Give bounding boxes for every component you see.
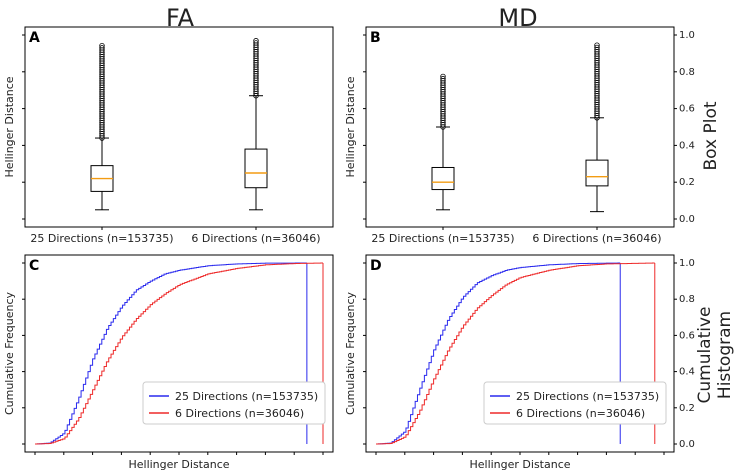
column-title-md: MD bbox=[498, 4, 537, 32]
box-iqr bbox=[244, 148, 268, 189]
y-tick-label: 0.4 bbox=[679, 367, 695, 378]
outlier-point bbox=[99, 45, 105, 51]
outlier-point bbox=[253, 40, 259, 46]
category-label: 25 Directions (n=153735) bbox=[30, 232, 173, 245]
panel-letter: D bbox=[370, 258, 382, 274]
panel-letter: A bbox=[29, 30, 40, 46]
y-tick-label: 0.6 bbox=[679, 330, 695, 341]
x-axis-label: Hellinger Distance bbox=[469, 458, 570, 471]
outlier-point bbox=[253, 38, 259, 44]
category-label: 25 Directions (n=153735) bbox=[371, 232, 514, 245]
cdf-series-red bbox=[376, 262, 656, 445]
cdf-series-blue bbox=[35, 262, 308, 445]
y-tick-label: 0.4 bbox=[679, 140, 695, 151]
y-axis-label: Cumulative Frequency bbox=[3, 291, 16, 415]
legend-box bbox=[483, 381, 667, 425]
panel-a: A Hellinger Distance 25 Directions (n=1537… bbox=[3, 26, 334, 245]
column-title-fa: FA bbox=[166, 4, 195, 32]
row-label-box-plot: Box Plot bbox=[701, 101, 721, 170]
y-axis-label: Cumulative Frequency bbox=[344, 291, 357, 415]
cdf-series-red bbox=[35, 262, 324, 445]
cdf-series-blue bbox=[376, 262, 621, 445]
outlier-point bbox=[440, 73, 446, 80]
y-tick-label: 0.0 bbox=[679, 439, 695, 450]
y-tick-label: 0.8 bbox=[679, 67, 695, 78]
legend-label: 6 Directions (n=36046) bbox=[175, 407, 304, 420]
row-label-cumulative: Cumulative bbox=[695, 306, 715, 403]
y-tick-label: 0.6 bbox=[679, 104, 695, 115]
y-tick-label: 0.0 bbox=[679, 214, 695, 225]
legend-label: 25 Directions (n=153735) bbox=[516, 390, 659, 403]
panel-c: C Cumulative Frequency Hellinger Distance 2… bbox=[3, 254, 334, 471]
y-tick-label: 0.2 bbox=[679, 403, 695, 414]
panel-letter: C bbox=[29, 258, 39, 274]
category-label: 6 Directions (n=36046) bbox=[191, 232, 320, 245]
plot-frame bbox=[24, 26, 334, 228]
panel-d: D Cumulative Frequency 0.0 0.2 0.4 0.6 0.8 1.0 H… bbox=[344, 254, 695, 471]
legend-label: 6 Directions (n=36046) bbox=[516, 407, 645, 420]
x-axis-label: Hellinger Distance bbox=[128, 458, 229, 471]
plot-frame bbox=[365, 26, 675, 228]
panel-b: B Hellinger Distance 0.0 0.2 0.4 0.6 0.8 1.0 25 … bbox=[344, 26, 695, 245]
category-label: 6 Directions (n=36046) bbox=[532, 232, 661, 245]
outlier-point bbox=[594, 44, 600, 51]
y-tick-label: 0.8 bbox=[679, 294, 695, 305]
y-axis-label: Hellinger Distance bbox=[3, 76, 16, 177]
y-tick-label: 1.0 bbox=[679, 258, 695, 269]
box-iqr bbox=[585, 159, 609, 187]
outlier-point bbox=[440, 75, 446, 82]
outlier-point bbox=[99, 42, 105, 49]
y-axis-label: Hellinger Distance bbox=[344, 76, 357, 177]
legend-box bbox=[142, 381, 326, 425]
panels: A Hellinger Distance 25 Directions (n=1537… bbox=[3, 26, 695, 471]
outlier-point bbox=[594, 42, 600, 48]
y-tick-label: 1.0 bbox=[679, 30, 695, 41]
panel-letter: B bbox=[370, 30, 381, 46]
row-label-histogram: Histogram bbox=[715, 311, 735, 399]
box-iqr bbox=[431, 166, 455, 191]
legend-label: 25 Directions (n=153735) bbox=[175, 390, 318, 403]
y-tick-label: 0.2 bbox=[679, 177, 695, 188]
